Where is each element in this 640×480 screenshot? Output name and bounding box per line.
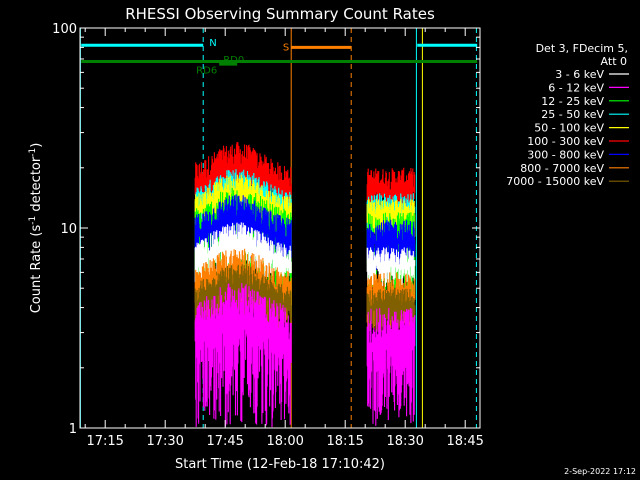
flag-rd6: RD6 — [81, 59, 478, 76]
x-axis-label: Start Time (12-Feb-18 17:10:42) — [175, 457, 385, 472]
legend-header-line1: Det 3, FDecim 5, — [536, 42, 628, 55]
legend-entry-label: 3 - 6 keV — [555, 68, 604, 81]
trace-segment — [366, 307, 416, 426]
flag-label: RD6 — [196, 65, 217, 76]
x-tick-label: 18:15 — [326, 434, 363, 449]
series-6-12-keV — [194, 283, 416, 428]
plot-area: N S RD6 RD0 — [79, 28, 478, 428]
legend-entry-label: 100 - 300 keV — [527, 135, 604, 148]
x-tick-label: 17:15 — [86, 434, 123, 449]
trace-segment — [366, 247, 416, 289]
flag-label: RD0 — [223, 55, 244, 66]
legend-entry-label: 7000 - 15000 keV — [506, 175, 604, 188]
x-tick-label: 17:45 — [206, 434, 243, 449]
legend-entry-label: 50 - 100 keV — [534, 122, 604, 135]
legend-entry-label: 12 - 25 keV — [541, 95, 604, 108]
y-axis: 1 10 100 — [52, 22, 480, 437]
legend-entry-label: 800 - 7000 keV — [520, 162, 604, 175]
footer-date: 2-Sep-2022 17:12 — [564, 467, 636, 476]
chart-title: RHESSI Observing Summary Count Rates — [125, 5, 435, 23]
legend-entry-label: 25 - 50 keV — [541, 108, 604, 121]
legend-header-line2: Att 0 — [601, 55, 627, 68]
flag-label: S — [283, 42, 289, 53]
x-axis: 17:15 17:30 17:45 18:00 18:15 18:30 18:45 — [84, 28, 484, 449]
y-tick-label: 1 — [69, 422, 77, 437]
x-tick-label: 18:30 — [386, 434, 423, 449]
flag-n: N — [81, 38, 478, 49]
y-tick-label: 100 — [52, 22, 77, 37]
x-tick-label: 18:45 — [446, 434, 483, 449]
trace-segment — [366, 219, 416, 272]
y-axis-label: Count Rate (s-1 detector-1) — [28, 143, 44, 314]
trace-segment — [194, 283, 292, 428]
flag-s: S — [283, 42, 352, 53]
y-tick-label: 10 — [60, 222, 77, 237]
x-tick-label: 17:30 — [146, 434, 183, 449]
flag-label: N — [209, 38, 216, 49]
x-tick-label: 18:00 — [266, 434, 303, 449]
legend-entry-label: 300 - 800 keV — [527, 148, 604, 161]
flag-rd0: RD0 — [219, 55, 244, 66]
legend-entry-label: 6 - 12 keV — [548, 81, 604, 94]
